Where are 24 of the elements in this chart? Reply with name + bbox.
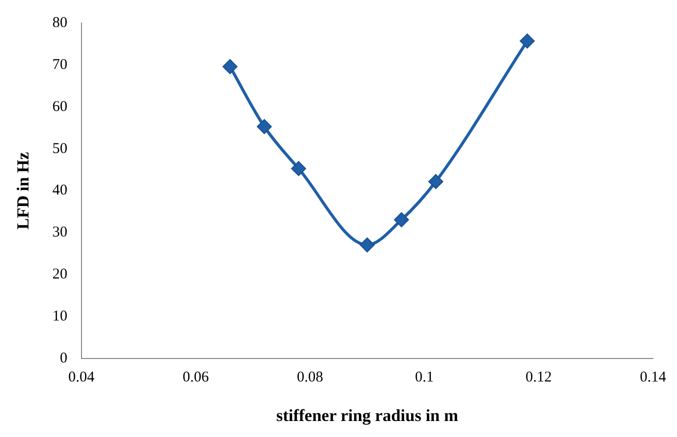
y-tick-label: 30 [52,224,68,241]
x-tick-label: 0.08 [296,370,324,386]
y-tick-label: 60 [52,98,68,115]
x-axis-title: stiffener ring radius in m [276,406,458,426]
point [394,212,409,228]
point [520,34,535,49]
y-tick-label: 50 [52,140,68,157]
y-tick-label: 80 [52,14,68,31]
y-axis-title: LFD in Hz [14,152,33,230]
x-tick-label: 0.04 [68,370,96,386]
x-tick-label: 0.14 [640,370,667,386]
y-tick-label: 20 [52,266,68,283]
point [291,161,306,176]
x-tick-label: 0.06 [182,370,210,386]
point [428,174,444,190]
y-tick-label: 10 [52,308,68,325]
y-tick-label: 70 [52,56,68,73]
point [222,59,238,74]
x-tick-label: 0.12 [526,370,552,386]
point [256,119,272,134]
y-tick-label: 40 [52,182,68,199]
y-tick-label: 0 [60,350,68,367]
x-tick-label: 0.1 [414,370,434,386]
point [360,237,375,252]
